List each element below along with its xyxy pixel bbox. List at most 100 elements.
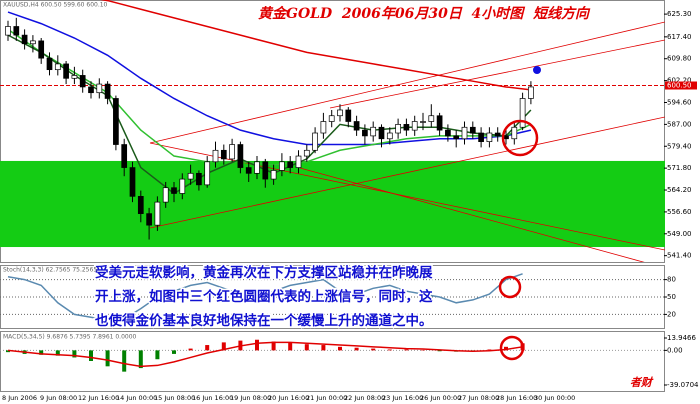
candle-body xyxy=(411,121,418,131)
macd-bar xyxy=(138,350,143,369)
candle-body xyxy=(179,178,186,194)
candle-body xyxy=(303,149,310,157)
candle-body xyxy=(279,161,285,171)
main-frame xyxy=(0,0,665,263)
y-tick-label: 579.40 xyxy=(667,142,692,150)
candle-body xyxy=(121,144,128,168)
y-tick-label: 587.00 xyxy=(667,120,692,128)
macd-bar xyxy=(338,346,342,351)
candle-body xyxy=(30,40,36,45)
trend-line xyxy=(329,39,665,109)
indicator-line xyxy=(7,28,532,166)
macd-bar xyxy=(155,350,160,360)
x-tick-label: 9 Jun 08:00 xyxy=(40,394,77,402)
candle-body xyxy=(486,132,493,143)
candle-body xyxy=(328,115,335,122)
y-tick-label: -39.0704 xyxy=(667,381,699,389)
main-plot xyxy=(0,0,665,262)
candle-body xyxy=(320,121,327,134)
support-zone xyxy=(0,160,665,248)
candle-body xyxy=(204,161,211,186)
candle-body xyxy=(154,201,161,226)
macd-bar xyxy=(39,350,44,355)
candle-body xyxy=(312,132,318,151)
candle-body xyxy=(79,75,86,88)
macd-bar xyxy=(437,350,442,352)
macd-bar xyxy=(371,348,376,351)
candle-body xyxy=(187,172,194,180)
candle-body xyxy=(519,98,526,128)
candle-body xyxy=(96,83,103,94)
x-tick-label: 12 Jun 16:00 xyxy=(78,394,119,402)
candle-body xyxy=(146,213,152,226)
candle-body xyxy=(511,126,518,140)
indicator-line xyxy=(7,273,523,321)
candle-body xyxy=(528,86,534,99)
signal-circle xyxy=(498,275,522,299)
macd-bar xyxy=(321,345,326,351)
x-tick-label: 16 Jun 16:00 xyxy=(192,394,233,402)
chart-title: 黄金GOLD 2006年06月30日 4小时图 短线方向 xyxy=(258,5,591,22)
price-label: 600.50 xyxy=(667,82,692,90)
panel-title: Stoch(14,3,3) 62.7565 75.2565 xyxy=(3,267,97,274)
y-tick-label: 609.80 xyxy=(667,55,692,63)
candle-body xyxy=(245,167,252,174)
y-tick-label: 602.20 xyxy=(667,77,692,85)
macd-bar xyxy=(72,350,77,358)
candle-body xyxy=(71,75,78,79)
y-tick-label: 571.80 xyxy=(667,164,692,172)
macd-bar xyxy=(89,350,93,362)
candle-body xyxy=(362,129,368,137)
candle-body xyxy=(220,149,227,160)
candle-body xyxy=(5,26,11,36)
candle-body xyxy=(46,57,53,71)
y-tick-label: 594.60 xyxy=(667,98,692,106)
macd-bar xyxy=(288,342,293,351)
macd-bar xyxy=(404,349,409,351)
candle-body xyxy=(270,170,277,180)
x-tick-label: 22 Jun 08:00 xyxy=(344,394,385,402)
macd-bar xyxy=(172,350,176,354)
candle-body xyxy=(386,132,393,140)
annotation: 开上涨，如图中三个红色圆圈代表的上涨信号，同时，这 xyxy=(95,288,433,305)
macd-bar xyxy=(105,350,110,367)
candle-body xyxy=(337,109,343,117)
x-tick-label: 27 Jun 08:00 xyxy=(458,394,499,402)
candle-body xyxy=(162,187,169,203)
candle-body xyxy=(453,135,460,140)
candle-body xyxy=(171,187,177,194)
y-tick-label: 564.20 xyxy=(667,186,692,194)
trend-line xyxy=(149,21,665,144)
candle-body xyxy=(54,63,61,71)
macd-bar xyxy=(487,349,492,351)
x-tick-label: 20 Jun 16:00 xyxy=(268,394,309,402)
x-tick-label: 26 Jun 00:00 xyxy=(420,394,461,402)
y-tick-label: 625.30 xyxy=(667,10,692,18)
macd-bar xyxy=(221,342,226,351)
x-tick-label: 21 Jun 00:00 xyxy=(306,394,347,402)
candle-body xyxy=(196,172,202,186)
y-tick-label: 541.40 xyxy=(667,252,692,260)
price-label-bg xyxy=(665,81,697,90)
x-tick-label: 15 Jun 08:00 xyxy=(154,394,195,402)
y-tick-label: 549.00 xyxy=(667,230,692,238)
trend-line xyxy=(149,116,665,229)
macd-bar xyxy=(122,350,127,372)
macd-bar xyxy=(6,350,10,353)
x-tick-label: 23 Jun 16:00 xyxy=(382,394,423,402)
candle-body xyxy=(469,126,476,134)
macd-bar xyxy=(387,349,392,351)
candle-body xyxy=(254,161,260,174)
macd-bar xyxy=(271,341,276,351)
y-tick-label: 556.60 xyxy=(667,208,692,216)
candle-body xyxy=(428,115,435,122)
x-tick-label: 30 Jun 00:00 xyxy=(534,394,575,402)
y-tick-label: 50 xyxy=(667,293,676,301)
stoch-plot xyxy=(0,273,665,321)
annotation: 受美元走软影响，黄金再次在下方支撑区站稳并在昨晚展 xyxy=(95,264,433,281)
candle-body xyxy=(378,126,385,140)
candle-body xyxy=(478,132,484,143)
candle-body xyxy=(104,83,111,99)
signal-circle xyxy=(501,119,539,157)
